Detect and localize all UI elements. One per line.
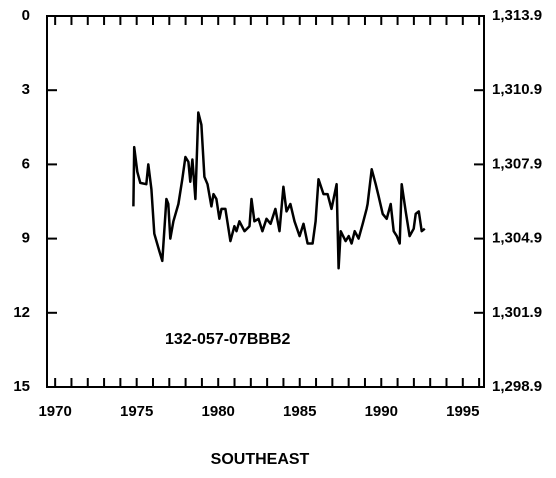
plot-frame: [46, 15, 485, 388]
y2-tick-label: 1,298.9: [492, 378, 542, 395]
y2-tick-label: 1,307.9: [492, 155, 542, 172]
x-tick-label: 1995: [446, 403, 479, 420]
y-tick-label: 3: [22, 81, 30, 98]
annotation: 132-057-07BBB2: [165, 331, 291, 348]
x-tick-label: 1975: [120, 403, 153, 420]
x-tick-label: 1970: [38, 403, 71, 420]
x-axis-label: SOUTHEAST: [211, 451, 310, 468]
y-tick-label: 9: [22, 230, 30, 247]
y-tick-label: 15: [13, 378, 30, 395]
y2-tick-label: 1,304.9: [492, 230, 542, 247]
x-tick-label: 1985: [283, 403, 316, 420]
x-tick-label: 1980: [202, 403, 235, 420]
data-line: [132, 111, 426, 270]
y2-tick-label: 1,301.9: [492, 304, 542, 321]
x-tick-label: 1990: [365, 403, 398, 420]
y-tick-label: 6: [22, 155, 30, 172]
y2-tick-label: 1,310.9: [492, 81, 542, 98]
y-tick-label: 0: [22, 7, 30, 24]
y-tick-label: 12: [13, 304, 30, 321]
y2-tick-label: 1,313.9: [492, 7, 542, 24]
